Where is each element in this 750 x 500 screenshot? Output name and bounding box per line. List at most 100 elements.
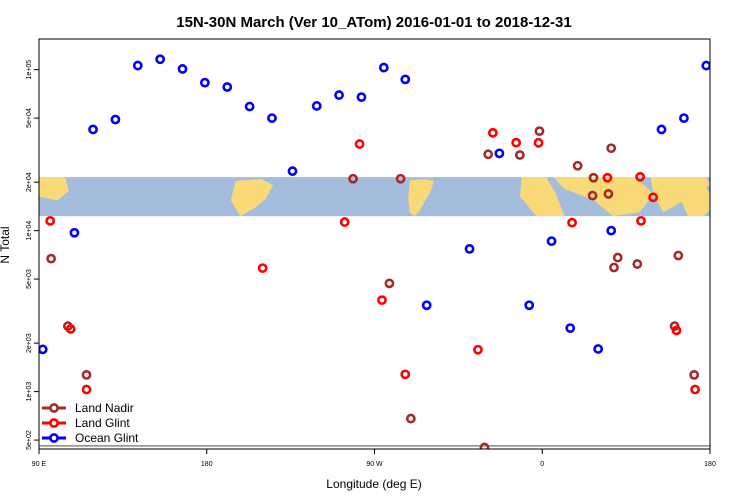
x-axis-label: Longitude (deg E) <box>326 477 421 491</box>
ocean-glint-point-27 <box>701 60 710 71</box>
land-glint-point-11 <box>533 137 544 148</box>
x-tick-label-0: 90 E <box>32 461 47 468</box>
y-tick-label-0: 5e+02 <box>26 430 33 450</box>
legend-label-ocean-glint: Ocean Glint <box>75 431 139 445</box>
land-nadir-point-7 <box>395 173 406 184</box>
land-glint-point-13 <box>602 172 613 183</box>
ocean-glint-point-26 <box>679 113 689 124</box>
land-nadir-point-19 <box>673 250 684 261</box>
land-nadir-point-10 <box>606 143 617 154</box>
y-tick-label-1: 1e+03 <box>26 382 33 402</box>
land-nadir-point-6 <box>479 442 490 449</box>
ocean-glint-point-25 <box>656 124 667 135</box>
ocean-glint-point-22 <box>565 323 576 334</box>
x-tick-label-2: 90 W <box>366 461 383 468</box>
plot-frame <box>38 38 711 450</box>
ocean-glint-point-5 <box>155 54 166 65</box>
chart-title: 15N-30N March (Ver 10_ATom) 2016-01-01 t… <box>176 14 571 31</box>
legend-marker-land-nadir <box>49 403 59 413</box>
land-nadir-point-15 <box>587 190 598 201</box>
land-nadir-point-12 <box>483 149 494 160</box>
y-axis-label: N Total <box>0 226 12 263</box>
map-land-africa <box>519 177 565 217</box>
land-glint-point-16 <box>648 192 659 203</box>
legend-marker-land-glint <box>49 418 59 428</box>
legend-label-land-nadir: Land Nadir <box>75 401 134 415</box>
x-tick-label-4: 180 <box>704 461 716 468</box>
x-tick-label-3: 0 <box>540 461 544 468</box>
land-glint-point-7 <box>400 369 411 380</box>
ocean-glint-point-23 <box>593 344 604 354</box>
land-nadir-point-9 <box>609 262 619 273</box>
y-tick-label-4: 1e+04 <box>26 221 33 241</box>
land-glint-point-2 <box>81 384 92 395</box>
land-nadir-point-3 <box>348 173 358 184</box>
land-nadir-point-0 <box>46 253 57 264</box>
ocean-glint-point-24 <box>606 225 617 236</box>
y-tick-label-7: 1e+05 <box>26 60 33 80</box>
land-glint-point-8 <box>473 344 483 355</box>
land-glint-point-9 <box>487 127 498 138</box>
ocean-glint-point-14 <box>356 92 367 103</box>
y-tick-label-3: 5e+03 <box>26 269 33 289</box>
ocean-glint-point-1 <box>69 227 80 238</box>
ocean-glint-point-7 <box>199 77 210 88</box>
y-tick-label-5: 2e+04 <box>26 172 33 192</box>
land-nadir-point-17 <box>603 189 614 199</box>
land-glint-point-1 <box>65 324 76 334</box>
land-glint-point-10 <box>511 137 522 148</box>
land-glint-point-17 <box>671 325 682 336</box>
y-axis: 5e+02 1e+03 2e+03 5e+03 1e+04 2e+04 5e+04 1e+05 <box>26 60 39 450</box>
land-glint-point-14 <box>635 171 646 182</box>
land-nadir-point-8 <box>514 150 525 160</box>
y-tick-label-2: 2e+03 <box>26 333 33 353</box>
ocean-glint-point-12 <box>311 101 322 111</box>
ocean-glint-point-15 <box>378 62 389 73</box>
land-glint-point-5 <box>354 139 365 149</box>
map-land-west <box>39 177 69 201</box>
land-glint-point-12 <box>567 217 577 228</box>
land-nadir-point-13 <box>534 126 545 137</box>
land-glint-point-18 <box>690 384 700 395</box>
land-glint-point-0 <box>45 215 56 226</box>
land-nadir-point-11 <box>612 252 623 263</box>
land-nadir-point-21 <box>689 369 700 380</box>
land-nadir-point-4 <box>384 278 395 289</box>
land-nadir-point-16 <box>588 172 599 183</box>
legend-marker-ocean-glint <box>49 433 59 443</box>
ocean-glint-point-4 <box>132 60 143 71</box>
ocean-glint-point-6 <box>177 64 188 74</box>
ocean-glint-point-8 <box>222 82 233 92</box>
ocean-glint-point-10 <box>267 113 277 124</box>
land-nadir-point-14 <box>572 160 583 171</box>
ocean-glint-point-11 <box>287 166 298 177</box>
scatter-points <box>39 54 732 449</box>
ocean-glint-point-0 <box>39 344 48 355</box>
ocean-glint-point-17 <box>421 300 432 311</box>
map-land-0-0 <box>230 179 273 217</box>
land-glint-point-6 <box>377 295 387 306</box>
x-tick-label-1: 180 <box>201 461 213 468</box>
map-land-asia <box>553 177 655 217</box>
ocean-glint-point-21 <box>546 236 557 247</box>
land-nadir-point-5 <box>405 413 416 424</box>
land-nadir-point-2 <box>81 369 92 380</box>
land-nadir-point-18 <box>632 259 643 269</box>
ocean-glint-point-3 <box>110 114 121 125</box>
ocean-glint-point-20 <box>524 300 535 311</box>
ocean-glint-point-13 <box>334 90 344 100</box>
ocean-glint-point-9 <box>244 101 255 112</box>
ocean-glint-point-16 <box>400 74 411 85</box>
land-glint-point-15 <box>636 215 646 226</box>
legend-label-land-glint: Land Glint <box>75 416 130 430</box>
x-axis: 90 E 180 90 W 0 180 <box>32 449 716 468</box>
land-glint-point-3 <box>257 263 268 274</box>
map-land-1-0 <box>408 179 434 217</box>
map-land-2-1 <box>739 177 750 216</box>
ocean-glint-point-19 <box>494 148 505 159</box>
ocean-glint-point-28 <box>725 56 732 63</box>
land-glint-point-4 <box>339 217 350 227</box>
ocean-glint-point-18 <box>464 243 475 254</box>
